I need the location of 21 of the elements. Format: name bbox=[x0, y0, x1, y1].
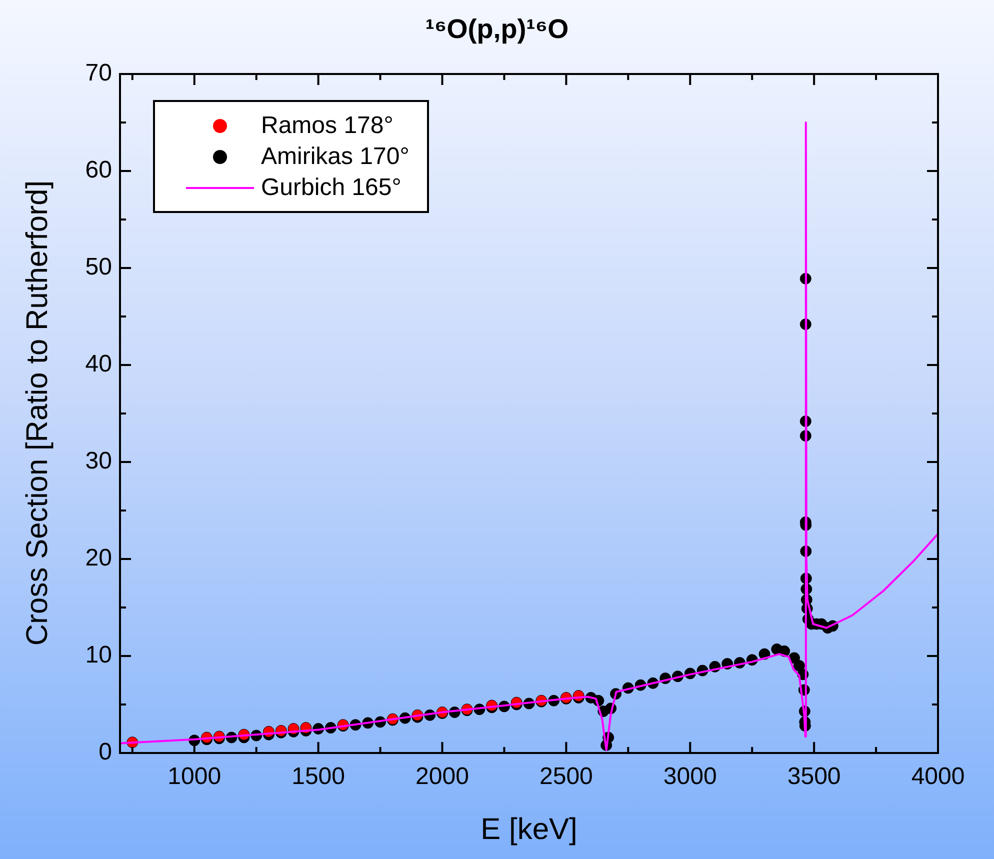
x-axis-title: E [keV] bbox=[480, 813, 578, 847]
x-tick-label: 3000 bbox=[663, 763, 717, 790]
y-tick-label: 10 bbox=[85, 642, 112, 669]
x-tick-label: 2000 bbox=[416, 763, 469, 790]
legend-label: Ramos 178° bbox=[261, 111, 394, 141]
x-tick-label: 3500 bbox=[787, 763, 841, 790]
y-tick-label: 70 bbox=[85, 60, 112, 87]
y-tick-label: 40 bbox=[85, 350, 112, 378]
x-tick-label: 1500 bbox=[292, 763, 345, 790]
y-tick-label: 60 bbox=[85, 156, 112, 184]
y-tick-label: 0 bbox=[98, 738, 112, 766]
legend-label: Amirikas 170° bbox=[261, 142, 410, 172]
x-tick-label: 2500 bbox=[539, 763, 593, 790]
y-axis-title: Cross Section [Ratio to Rutherford] bbox=[21, 180, 55, 646]
y-tick-label: 50 bbox=[85, 254, 112, 281]
y-tick-label: 30 bbox=[85, 448, 112, 475]
x-tick-label: 1000 bbox=[168, 763, 222, 790]
legend-label: Gurbich 165° bbox=[261, 173, 402, 203]
x-tick-label: 4000 bbox=[911, 763, 965, 790]
y-tick-label: 20 bbox=[85, 544, 112, 572]
chart-title: ¹⁶O(p,p)¹⁶O bbox=[424, 14, 570, 45]
